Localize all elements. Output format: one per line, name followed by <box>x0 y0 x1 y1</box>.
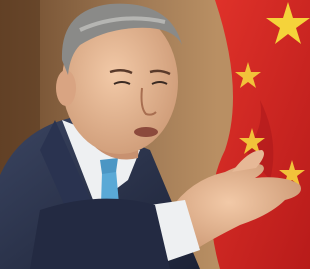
tie-knot <box>100 158 118 174</box>
sleeve <box>30 199 170 269</box>
photo <box>0 0 310 269</box>
page-body <box>0 0 310 269</box>
ear <box>56 70 76 106</box>
mouth <box>134 127 158 137</box>
page: {} html, body { margin: 0; padding: 0; w… <box>0 0 310 269</box>
